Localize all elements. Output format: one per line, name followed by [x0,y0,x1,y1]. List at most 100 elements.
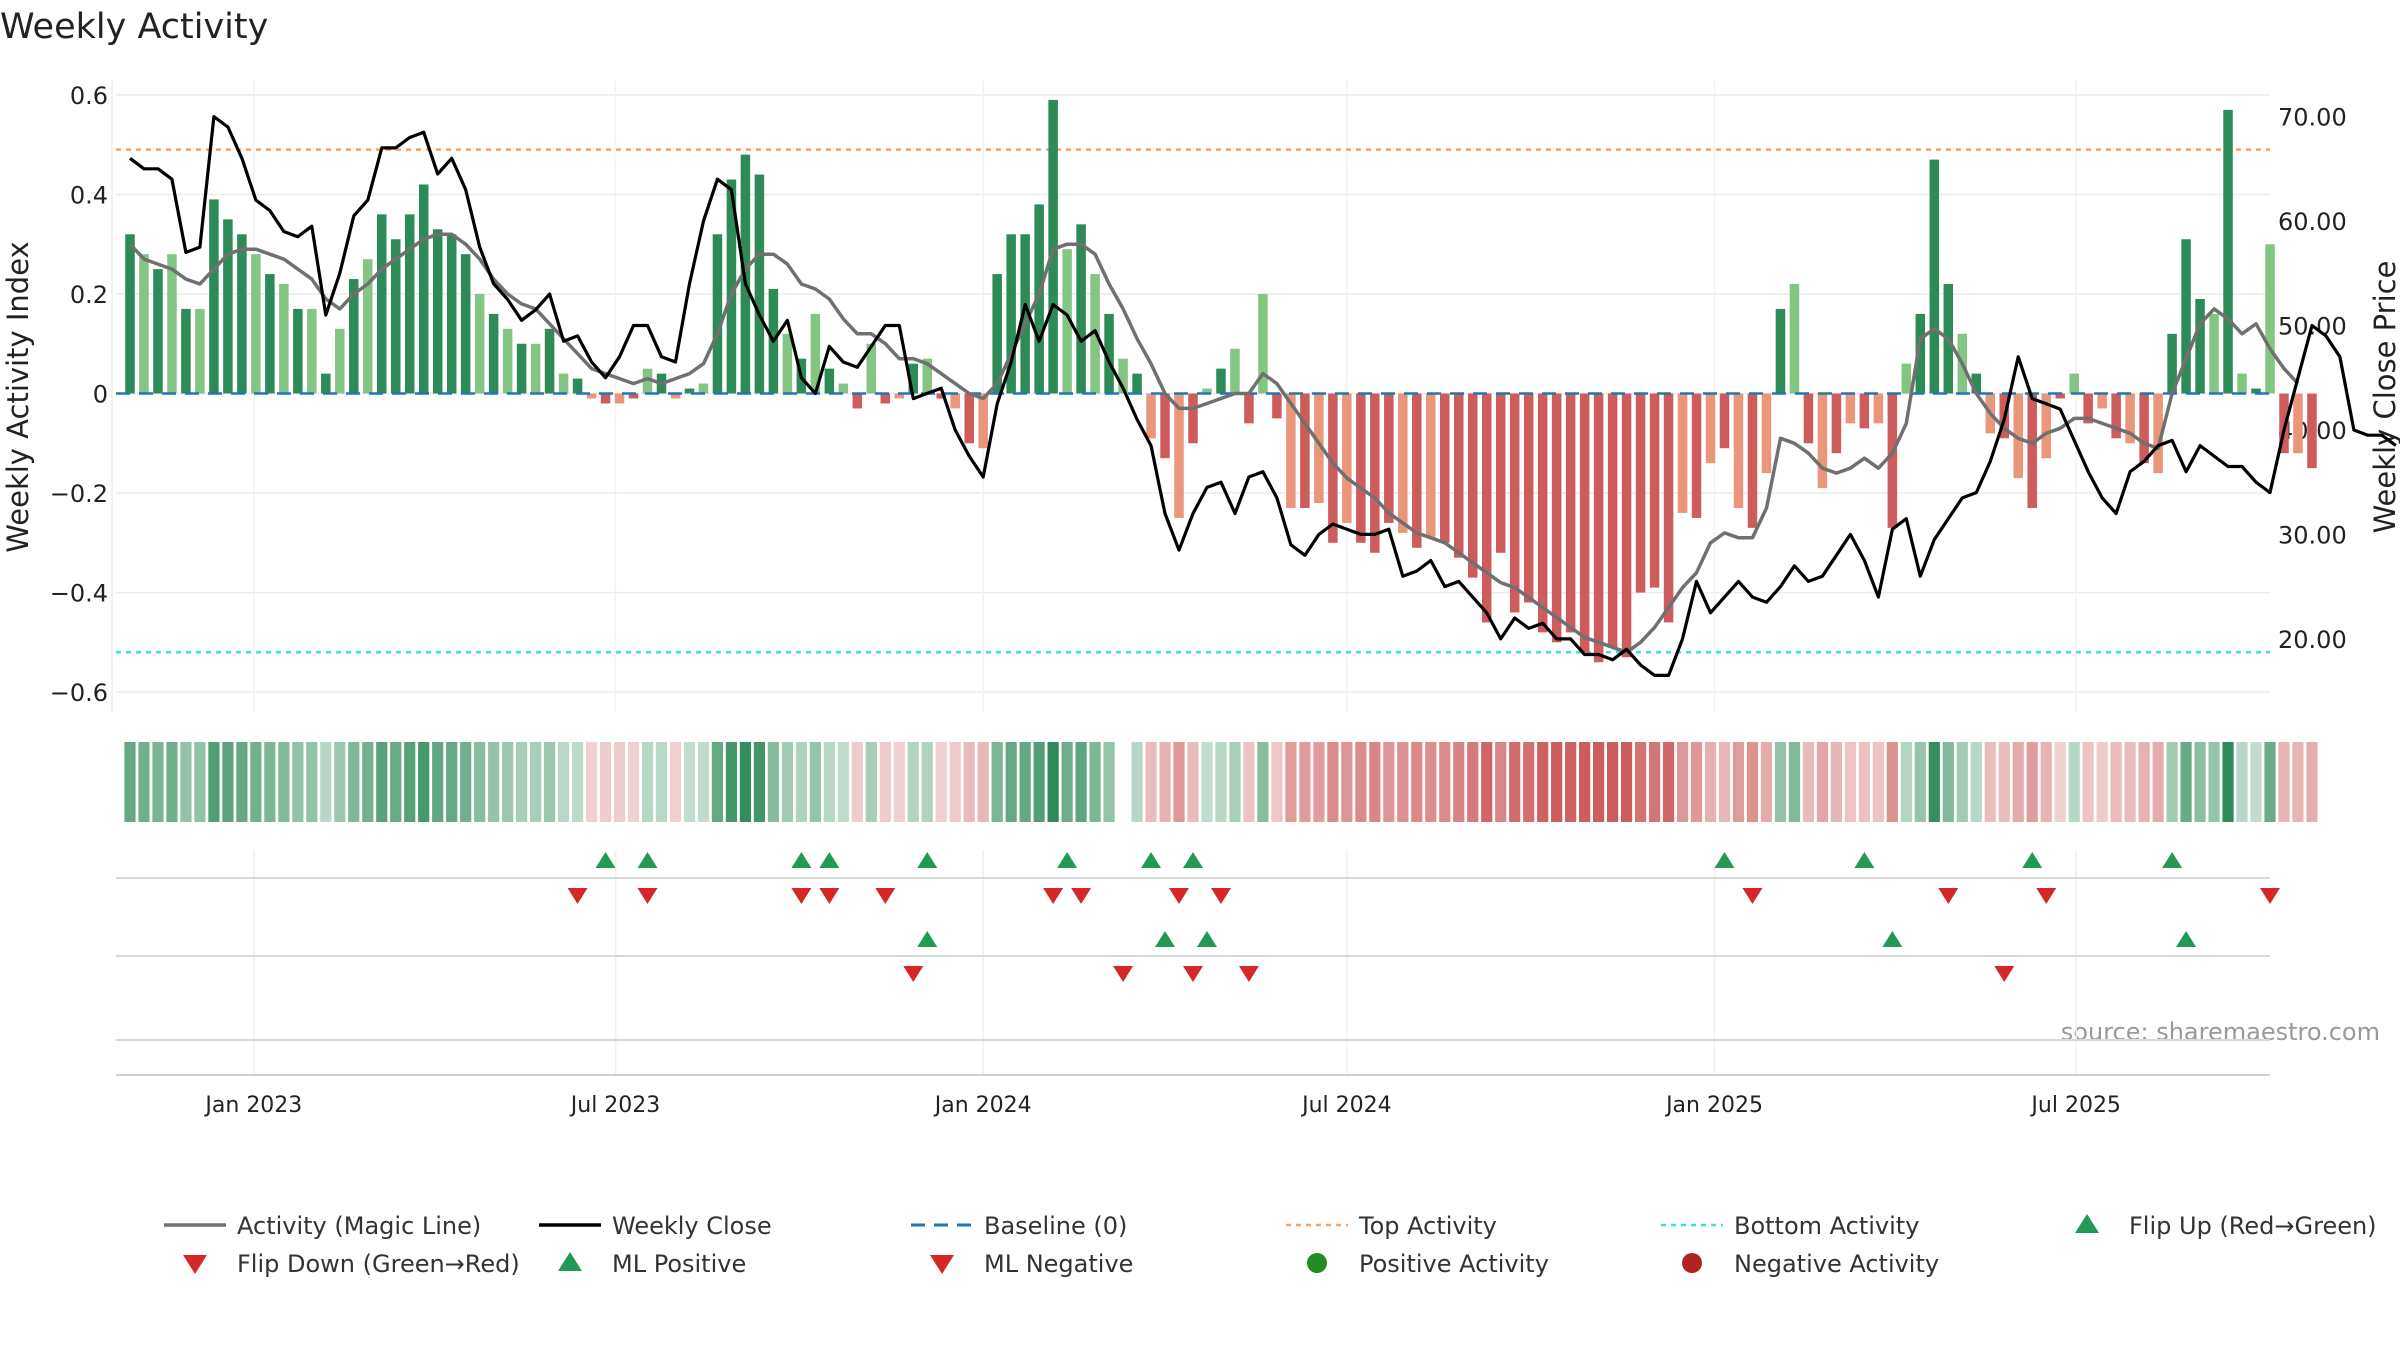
barcode-cell [138,742,150,822]
barcode-cell [1984,742,1996,822]
flip-down-marker [567,888,588,904]
flip-down-marker [875,888,896,904]
activity-bar [1286,393,1296,508]
barcode-cell [250,742,262,822]
activity-bars [116,99,2317,663]
barcode-cell [1075,742,1087,822]
barcode-cell [306,742,318,822]
activity-bar [1426,393,1436,538]
barcode-cell [949,742,961,822]
activity-bar [2125,393,2135,444]
activity-bar [1146,393,1156,439]
barcode-cell [1732,742,1745,822]
activity-bar [181,308,191,394]
barcode-cell [697,742,710,822]
activity-bar [1537,393,1548,633]
series-lines [128,114,2397,678]
activity-bar [852,393,863,409]
barcode-cell [1788,742,1801,822]
flip-down-marker [1043,888,1064,904]
y-tick-label: 0 [93,381,108,409]
barcode-cell [516,742,528,822]
activity-bar [1579,393,1590,653]
barcode-cell [1844,742,1856,822]
barcode-cell [2264,742,2276,822]
y-tick-label: −0.6 [50,679,108,707]
barcode-cell [446,742,458,822]
y2-axis-label: Weekly Close Price [2368,261,2400,534]
activity-bar [600,393,611,404]
barcode-cell [348,742,360,822]
barcode-cell [2278,742,2290,822]
y-tick-label: −0.2 [50,480,108,508]
activity-bar [1901,363,1912,394]
activity-bar [1062,249,1072,394]
activity-bar [614,393,625,404]
barcode-cell [1998,742,2010,822]
barcode-cell [1802,742,1815,822]
activity-bar [1034,204,1044,394]
legend-flip-down-label: Flip Down (Green→Red) [237,1250,520,1278]
activity-bar [1649,393,1660,588]
flip-down-marker [1169,888,1190,904]
barcode-cell [418,742,430,822]
legend-ml-negative-label: ML Negative [984,1250,1133,1278]
barcode-cell [711,742,724,822]
activity-bar [1705,393,1716,464]
activity-bar [1803,393,1814,444]
activity-bar [349,279,359,394]
legend-positive-label: Positive Activity [1359,1250,1549,1278]
barcode-cell [613,742,626,822]
barcode-cell [1816,742,1829,822]
barcode-cell [627,742,640,822]
activity-bar [1104,313,1114,394]
activity-bar [195,308,205,394]
ml-positive-marker [917,931,938,947]
barcode-cell [278,742,290,822]
barcode-cell [1061,742,1073,822]
weekly-close-line [129,114,2397,678]
barcode-cell [1467,742,1479,822]
barcode-cell [474,742,486,822]
activity-bar [1817,393,1828,489]
activity-bar [1440,393,1450,543]
source-note: source: sharemaestro.com [2061,1018,2380,1046]
activity-barcode [124,742,2318,822]
barcode-cell [1481,742,1493,822]
barcode-cell [1523,742,1535,822]
barcode-cell [460,742,472,822]
x-tick-label: Jul 2024 [1300,1093,1392,1118]
barcode-cell [837,742,849,822]
activity-bar [2167,333,2177,394]
barcode-cell [865,742,877,822]
activity-bar [936,393,946,399]
signal-markers [567,852,2280,982]
barcode-cell [1103,742,1115,822]
barcode-cell [2152,742,2164,822]
barcode-cell [921,742,933,822]
activity-bar [279,284,289,394]
activity-bar [2279,393,2289,454]
barcode-cell [1411,742,1423,822]
activity-bar [1118,358,1128,394]
activity-bar [2139,393,2149,464]
activity-bar [2013,393,2023,479]
barcode-cell [1886,742,1898,822]
activity-bar [1593,393,1604,663]
barcode-cell [1285,742,1297,822]
barcode-cell [2054,742,2066,822]
activity-bar [1398,393,1408,533]
activity-bar [1370,393,1380,553]
activity-bar [460,254,471,394]
barcode-cell [599,742,612,822]
legend: Activity (Magic Line) Weekly Close Baselin… [164,1212,2377,1278]
barcode-cell [1760,742,1773,822]
activity-bar [2111,393,2121,439]
activity-bar [1565,393,1576,633]
barcode-cell [1005,742,1017,822]
activity-bar [1328,393,1338,543]
barcode-cell [1159,742,1171,822]
activity-bar [2237,373,2247,394]
flip-up-marker [1854,852,1875,868]
legend-negative-label: Negative Activity [1734,1250,1939,1278]
